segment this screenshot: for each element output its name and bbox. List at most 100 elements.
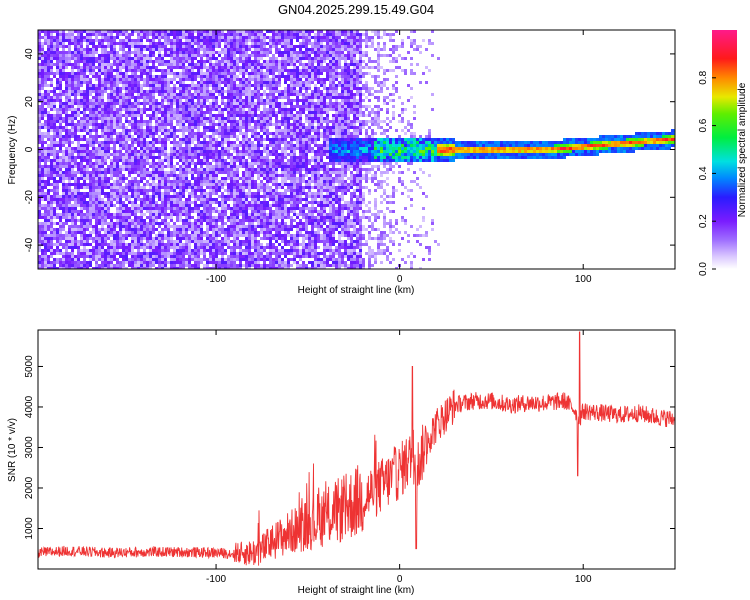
- spectrogram-cell: [44, 174, 47, 177]
- spectrogram-cell: [242, 264, 245, 267]
- spectrogram-cell: [164, 207, 167, 210]
- spectrogram-cell: [197, 261, 200, 264]
- spectrogram-cell: [131, 81, 134, 84]
- spectrogram-cell: [215, 192, 218, 195]
- spectrogram-cell: [98, 42, 101, 45]
- spectrogram-cell: [95, 141, 98, 144]
- spectrogram-cell: [164, 249, 167, 252]
- spectrogram-cell: [143, 252, 146, 255]
- spectrogram-cell: [149, 132, 152, 135]
- spectrogram-cell: [191, 84, 194, 87]
- spectrogram-cell: [233, 90, 236, 93]
- spectrogram-cell: [137, 123, 140, 126]
- spectrogram-cell: [170, 132, 173, 135]
- spectrogram-cell: [83, 249, 86, 252]
- spectrogram-cell: [191, 168, 194, 171]
- spectrogram-cell: [146, 144, 149, 147]
- spectrogram-cell: [161, 60, 164, 63]
- spectrogram-cell: [218, 111, 221, 114]
- spectrogram-cell: [221, 126, 224, 129]
- spectrogram-cell: [242, 138, 245, 141]
- spectrogram-cell: [59, 33, 62, 36]
- spectrogram-cell: [131, 204, 134, 207]
- spectrogram-cell: [191, 156, 194, 159]
- spectrogram-cell: [122, 126, 125, 129]
- spectrogram-cell: [155, 48, 158, 51]
- spectrogram-cell: [119, 234, 122, 237]
- spectrogram-cell: [167, 234, 170, 237]
- spectrogram-cell: [167, 33, 170, 36]
- spectrogram-cell: [152, 264, 155, 267]
- spectrogram-cell: [206, 195, 209, 198]
- spectrogram-cell: [233, 192, 236, 195]
- spectrogram-cell: [116, 168, 119, 171]
- spectrogram-cell: [227, 153, 230, 156]
- spectrogram-cell: [128, 195, 131, 198]
- spectrogram-cell: [248, 117, 251, 120]
- spectrogram-cell: [98, 162, 101, 165]
- spectrogram-cell: [122, 135, 125, 138]
- spectrogram-cell: [110, 240, 113, 243]
- spectrogram-cell: [167, 102, 170, 105]
- spectrogram-cell: [65, 120, 68, 123]
- spectrogram-cell: [80, 72, 83, 75]
- spectrogram-cell: [128, 198, 131, 201]
- spectrogram-cell: [107, 171, 110, 174]
- spectrogram-cell: [248, 84, 251, 87]
- spectrogram-cell: [98, 195, 101, 198]
- spectrogram-cell: [155, 255, 158, 258]
- spectrogram-cell: [77, 84, 80, 87]
- spectrogram-cell: [74, 261, 77, 264]
- spectrogram-cell: [107, 216, 110, 219]
- spectrogram-cell: [230, 84, 233, 87]
- spectrogram-cell: [140, 129, 143, 132]
- spectrogram-cell: [77, 252, 80, 255]
- spectrogram-cell: [68, 156, 71, 159]
- spectrogram-cell: [152, 141, 155, 144]
- spectrogram-cell: [200, 219, 203, 222]
- spectrogram-cell: [128, 84, 131, 87]
- spectrogram-cell: [89, 93, 92, 96]
- spectrogram-cell: [167, 96, 170, 99]
- spectrogram-cell: [113, 126, 116, 129]
- spectrogram-cell: [203, 246, 206, 249]
- spectrogram-cell: [128, 135, 131, 138]
- spectrogram-cell: [41, 195, 44, 198]
- spectrogram-cell: [74, 156, 77, 159]
- spectrogram-cell: [38, 123, 41, 126]
- spectrogram-cell: [161, 81, 164, 84]
- spectrogram-cell: [146, 78, 149, 81]
- spectrogram-cell: [248, 60, 251, 63]
- spectrogram-cell: [173, 246, 176, 249]
- spectrogram-cell: [194, 252, 197, 255]
- spectrogram-cell: [140, 204, 143, 207]
- spectrogram-cell: [212, 30, 215, 33]
- spectrogram-cell: [218, 120, 221, 123]
- spectrogram-cell: [137, 204, 140, 207]
- spectrogram-cell: [167, 81, 170, 84]
- spectrogram-cell: [221, 120, 224, 123]
- spectrogram-cell: [242, 180, 245, 183]
- spectrogram-cell: [152, 147, 155, 150]
- spectrogram-cell: [128, 132, 131, 135]
- spectrogram-cell: [209, 120, 212, 123]
- spectrogram-cell: [143, 171, 146, 174]
- spectrogram-cell: [158, 222, 161, 225]
- spectrogram-cell: [104, 228, 107, 231]
- spectrogram-cell: [86, 234, 89, 237]
- spectrogram-cell: [107, 255, 110, 258]
- spectrogram-cell: [140, 111, 143, 114]
- spectrogram-cell: [50, 183, 53, 186]
- spectrogram-cell: [86, 213, 89, 216]
- spectrogram-cell: [227, 57, 230, 60]
- spectrogram-cell: [176, 186, 179, 189]
- spectrogram-cell: [101, 45, 104, 48]
- spectrogram-cell: [122, 99, 125, 102]
- spectrogram-cell: [194, 78, 197, 81]
- spectrogram-cell: [128, 252, 131, 255]
- spectrogram-cell: [41, 141, 44, 144]
- spectrogram-cell: [128, 231, 131, 234]
- spectrogram-cell: [143, 129, 146, 132]
- spectrogram-cell: [116, 159, 119, 162]
- spectrogram-cell: [68, 195, 71, 198]
